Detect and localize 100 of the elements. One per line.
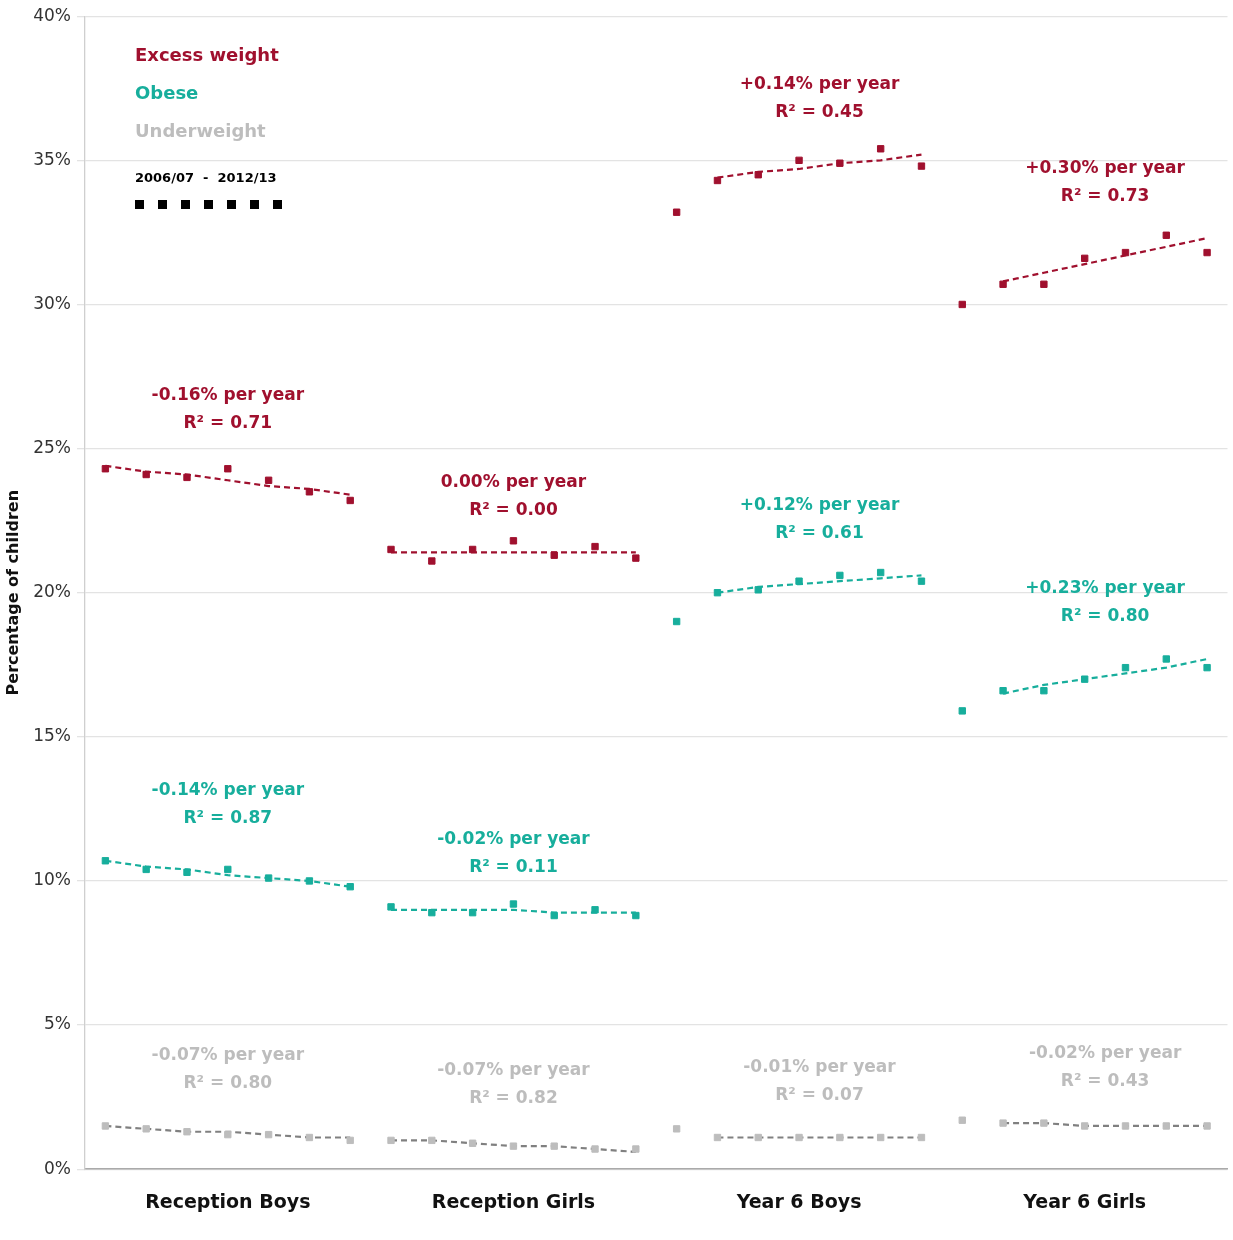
point bbox=[387, 903, 395, 911]
legend-title: 2006/07 - 2012/13 bbox=[134, 169, 277, 185]
point bbox=[468, 545, 477, 554]
point bbox=[387, 1136, 395, 1145]
point bbox=[1040, 280, 1048, 288]
y-tick-label: 10% bbox=[33, 869, 71, 890]
x-tick-label: Year 6 Girls bbox=[1022, 1189, 1147, 1212]
point bbox=[550, 911, 558, 920]
y-tick-label: 30% bbox=[33, 292, 71, 313]
point bbox=[876, 568, 885, 577]
annotation: -0.01% per year R² = 0.07 bbox=[743, 1055, 897, 1104]
y-tick-label: 25% bbox=[33, 437, 71, 457]
point bbox=[836, 1133, 844, 1142]
point bbox=[264, 476, 273, 484]
annotation: +0.30% per year R² = 0.73 bbox=[1025, 156, 1186, 205]
point bbox=[305, 488, 314, 496]
point bbox=[917, 577, 926, 585]
point bbox=[142, 865, 150, 874]
annotation: -0.14% per year R² = 0.87 bbox=[151, 779, 305, 828]
point bbox=[346, 1136, 354, 1145]
point bbox=[224, 865, 232, 874]
point bbox=[1203, 1122, 1211, 1130]
point bbox=[1162, 1122, 1170, 1130]
point bbox=[264, 874, 273, 882]
point bbox=[101, 857, 110, 865]
annotation: -0.07% per year R² = 0.80 bbox=[151, 1044, 305, 1093]
point bbox=[101, 465, 110, 473]
annotation: -0.02% per year R² = 0.11 bbox=[437, 828, 591, 877]
point bbox=[550, 551, 558, 559]
point bbox=[958, 707, 966, 715]
point bbox=[428, 908, 436, 917]
y-axis-title: Percentage of children bbox=[2, 489, 22, 696]
point bbox=[836, 159, 844, 167]
point bbox=[672, 617, 681, 626]
y-tick-label: 0% bbox=[44, 1157, 71, 1178]
point bbox=[468, 908, 477, 917]
point bbox=[958, 300, 966, 309]
text: Excess weight bbox=[134, 43, 280, 65]
point bbox=[468, 1139, 477, 1147]
x-tick-label: Reception Boys bbox=[145, 1189, 311, 1212]
point bbox=[713, 1133, 722, 1142]
point bbox=[754, 586, 762, 594]
annotation: 0.00% per year R² = 0.00 bbox=[440, 470, 587, 519]
point bbox=[672, 208, 681, 216]
point bbox=[591, 542, 599, 551]
point bbox=[1121, 663, 1130, 672]
point bbox=[591, 906, 599, 914]
point bbox=[264, 1130, 273, 1139]
annotation: -0.07% per year R² = 0.82 bbox=[437, 1058, 591, 1107]
point bbox=[509, 1142, 518, 1150]
point bbox=[550, 1142, 558, 1150]
point bbox=[305, 1133, 314, 1142]
point bbox=[346, 496, 354, 505]
annotation: +0.12% per year R² = 0.61 bbox=[739, 493, 900, 542]
point bbox=[1040, 687, 1048, 695]
point bbox=[101, 1122, 110, 1130]
text: Obese bbox=[134, 81, 199, 103]
point bbox=[142, 470, 150, 479]
point bbox=[428, 557, 436, 565]
y-tick-label: 20% bbox=[33, 581, 71, 602]
point bbox=[224, 465, 232, 473]
point bbox=[632, 911, 640, 920]
point bbox=[1081, 1122, 1089, 1130]
point bbox=[183, 868, 191, 876]
point bbox=[1121, 1122, 1130, 1130]
point bbox=[672, 1125, 681, 1133]
point bbox=[1203, 248, 1211, 257]
annotation: +0.23% per year R² = 0.80 bbox=[1025, 577, 1186, 626]
point bbox=[632, 554, 640, 562]
y-tick-label: 15% bbox=[33, 725, 71, 746]
point bbox=[999, 1119, 1007, 1127]
point bbox=[305, 877, 314, 885]
annotation: +0.14% per year R² = 0.45 bbox=[739, 72, 900, 121]
point bbox=[509, 537, 518, 545]
point bbox=[346, 883, 354, 891]
y-tick-label: 35% bbox=[33, 148, 71, 169]
point bbox=[754, 171, 762, 179]
point bbox=[876, 145, 885, 153]
point bbox=[1081, 254, 1089, 263]
point bbox=[958, 1116, 966, 1124]
point bbox=[1081, 675, 1089, 683]
point bbox=[1162, 655, 1170, 663]
point bbox=[917, 1133, 926, 1142]
point bbox=[1162, 231, 1170, 239]
point bbox=[713, 176, 722, 185]
point bbox=[591, 1145, 599, 1153]
point bbox=[999, 280, 1007, 288]
point bbox=[876, 1133, 885, 1142]
x-tick-label: Year 6 Boys bbox=[735, 1189, 862, 1212]
point bbox=[917, 162, 926, 170]
point bbox=[795, 577, 803, 585]
x-tick-label: Reception Girls bbox=[431, 1189, 596, 1212]
point bbox=[224, 1130, 232, 1139]
point bbox=[1121, 248, 1130, 257]
y-tick-label: 5% bbox=[44, 1013, 71, 1034]
point bbox=[142, 1125, 150, 1133]
point bbox=[713, 589, 722, 597]
y-tick-label: 40% bbox=[33, 4, 71, 25]
point bbox=[387, 545, 395, 554]
point bbox=[1203, 663, 1211, 672]
